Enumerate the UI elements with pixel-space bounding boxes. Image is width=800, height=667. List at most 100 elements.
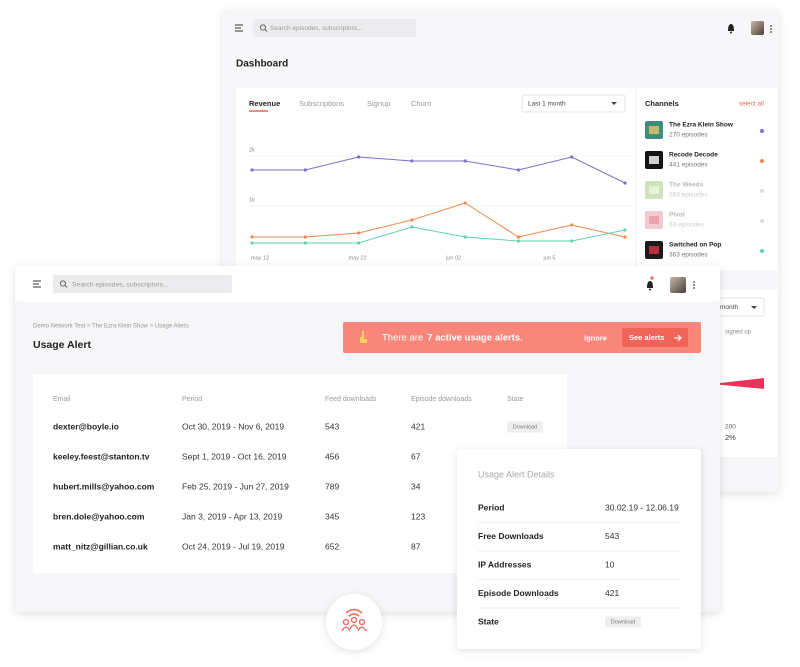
more-icon[interactable] [693,281,695,283]
search-placeholder: Search episodes, subscriptors... [270,25,363,32]
channel-name[interactable]: Switched on Pop [669,242,721,249]
side-percent: 2% [725,433,736,442]
data-point [570,155,574,159]
channel-episodes: 270 episodes [669,132,708,139]
table-cell: 652 [325,541,339,551]
period-select[interactable] [521,94,626,113]
email-cell: matt_nitz@gillian.co.uk [53,541,148,551]
table-cell: 123 [411,511,425,521]
details-value: 10 [605,559,615,569]
data-point [623,181,627,185]
tab[interactable]: Signup [367,99,390,108]
notification-dot [650,276,654,280]
caret [611,102,617,105]
data-point [516,168,521,172]
select-all[interactable]: select all [739,101,765,108]
table-header: Feed downloads [325,396,377,403]
channel-name[interactable]: The Ezra Klein Show [669,122,734,129]
banner-highlight: 7 active usage alerts. [427,333,523,344]
data-point [570,223,574,227]
channels-title: Channels [645,99,679,108]
channel-name[interactable]: Recode Decode [669,152,718,159]
bell-icon [649,288,651,291]
table-cell: 543 [325,421,339,431]
table-cell: Feb 25, 2019 - Jun 27, 2019 [182,481,289,491]
table-cell: 421 [411,421,425,431]
table-cell: Oct 24, 2019 - Jul 19, 2019 [182,541,285,551]
bell-icon[interactable] [728,24,734,31]
data-point [303,235,307,239]
search-placeholder: Search episodes, subscriptors... [72,281,169,288]
people-icon [342,618,350,626]
page-title: Dashboard [236,59,288,70]
state-badge-text: Download [611,619,635,625]
details-card [457,449,701,649]
banner-text: There are [382,333,423,344]
avatar[interactable] [670,277,686,293]
more-icon[interactable] [770,25,772,27]
more-icon[interactable] [693,287,695,289]
data-point [250,241,254,245]
table-cell: 87 [411,541,421,551]
table-cell: Oct 30, 2019 - Nov 6, 2019 [182,421,284,431]
search-box[interactable] [253,19,416,37]
channel-thumbnail [649,156,659,164]
details-label: Free Downloads [478,531,544,541]
table-header: Email [53,396,71,403]
data-point [623,235,627,239]
more-icon[interactable] [770,31,772,33]
tab[interactable]: Revenue [249,99,280,108]
table-cell: Sept 1, 2019 - Oct 16, 2019 [182,451,287,461]
data-point [463,159,467,163]
line-series [252,156,626,184]
signal-icon [345,608,363,617]
data-point [303,241,307,245]
people-icon [358,618,366,626]
avatar[interactable] [751,21,764,35]
email-cell: dexter@boyle.io [53,421,119,431]
search-icon [64,285,68,288]
channel-episodes: 363 episodes [669,252,708,259]
email-cell: hubert.mills@yahoo.com [53,481,155,491]
channel-name[interactable]: Pivot [669,212,686,219]
search-box[interactable] [53,275,232,293]
tab[interactable]: Churn [411,99,431,108]
channel-thumbnail [649,216,659,224]
table-header: Period [182,396,202,403]
details-title: Usage Alert Details [478,469,555,479]
data-point [356,231,361,235]
x-tick-label: may 22 [349,255,367,261]
see-alerts-text[interactable]: See alerts [629,333,664,342]
more-icon[interactable] [770,28,772,30]
see-alerts-button[interactable] [622,328,688,347]
ignore-button[interactable]: Ignore [584,333,607,342]
channel-dot [760,129,764,133]
data-point [356,155,361,159]
channel-dot [760,219,764,223]
hand-icon [360,331,367,343]
more-icon[interactable] [693,284,695,286]
side-bar [712,378,764,389]
details-value: 421 [605,588,619,598]
channel-name[interactable]: The Weeds [669,182,704,189]
people-icon [349,624,359,630]
data-point [250,235,254,239]
x-tick-label: may 12 [251,255,269,261]
channel-dot [760,189,764,193]
line-series [252,202,626,238]
side-value: 200 [725,424,736,431]
email-cell: bren.dole@yahoo.com [53,511,145,521]
channel-episodes: 363 episodes [669,192,708,199]
bell-icon [730,31,732,34]
tab[interactable]: Subscriptions [299,99,344,108]
table-cell: Jan 3, 2019 - Apr 13, 2019 [182,511,282,521]
y-tick-label: 2k [249,147,255,153]
search-icon [264,29,268,32]
state-badge [605,616,641,628]
data-point [303,168,307,172]
bell-icon[interactable] [647,281,653,288]
channel-episodes: 441 episodes [669,162,708,169]
people-icon [357,626,367,632]
